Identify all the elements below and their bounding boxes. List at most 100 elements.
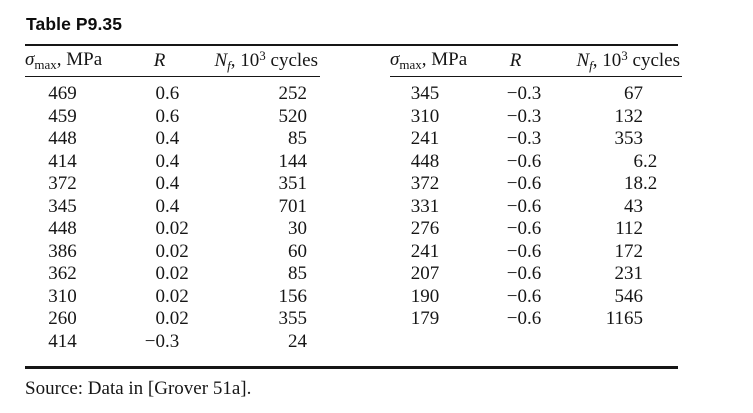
cell-r: −0.6 — [506, 308, 542, 330]
n-exponent: 3 — [259, 48, 266, 63]
cell-sigma-max: 414 — [48, 330, 77, 352]
table-row: 310 −0.3 132 — [390, 106, 682, 129]
table-row: 331 −0.6 43 — [390, 196, 682, 219]
sigma-symbol: σ — [390, 49, 400, 70]
cell-sigma-max: 386 — [48, 240, 77, 262]
cell-sigma-max: 362 — [48, 263, 77, 285]
n-mid: , 10 — [230, 50, 260, 71]
n-subscript: f — [589, 58, 593, 73]
cell-nf: 6.2 — [633, 150, 658, 172]
cell-r: 0.02 — [155, 218, 189, 240]
cell-r: −0.3 — [506, 105, 542, 127]
cell-nf: 132 — [614, 105, 644, 127]
sigma-subscript: max — [34, 57, 57, 72]
cell-sigma-max: 448 — [48, 218, 77, 240]
sigma-unit: , MPa — [56, 49, 103, 70]
cell-sigma-max: 310 — [410, 105, 440, 127]
table-row: 310 0.02 156 — [25, 286, 320, 309]
fatigue-data-table-right: σmax, MPa R Nf, 103 cycles 345 −0.3 67 310 −… — [390, 46, 682, 331]
cell-nf: 231 — [614, 263, 644, 285]
cell-sigma-max: 179 — [410, 308, 440, 330]
fatigue-data-table-left: σmax, MPa R Nf, 103 cycles 469 0.6 252 459 0… — [25, 46, 320, 353]
cell-r: −0.6 — [506, 285, 542, 307]
cell-r: −0.6 — [506, 173, 542, 195]
table-row: 459 0.6 520 — [25, 106, 320, 129]
table-body: 469 0.6 252 459 0.6 520 448 0.4 85 414 0.4 144 372 0.… — [25, 83, 320, 353]
cell-nf: 85 — [288, 263, 307, 285]
cell-sigma-max: 260 — [48, 308, 77, 330]
sigma-subscript: max — [399, 57, 422, 72]
header-r: R — [490, 50, 541, 72]
cell-sigma-max: 331 — [410, 195, 440, 217]
r-symbol: R — [509, 50, 522, 71]
cell-r: 0.6 — [155, 83, 180, 105]
cell-r: 0.4 — [155, 195, 180, 217]
table-row: 448 0.02 30 — [25, 218, 320, 241]
table-row: 207 −0.6 231 — [390, 263, 682, 286]
table-row: 260 0.02 355 — [25, 308, 320, 331]
cell-r: −0.3 — [506, 83, 542, 105]
sigma-unit: , MPa — [421, 49, 468, 70]
table-header-row: σmax, MPa R Nf, 103 cycles — [390, 46, 682, 77]
n-subscript: f — [227, 58, 231, 73]
cell-r: −0.3 — [506, 128, 542, 150]
cell-r: −0.6 — [506, 240, 542, 262]
table-row: 414 0.4 144 — [25, 151, 320, 174]
cell-nf: 112 — [615, 218, 643, 240]
n-symbol: N — [576, 50, 590, 71]
cell-nf: 701 — [278, 195, 308, 217]
table-row: 241 −0.6 172 — [390, 241, 682, 264]
sigma-symbol: σ — [25, 49, 35, 70]
table-row: 414 −0.3 24 — [25, 331, 320, 354]
cell-r: 0.02 — [155, 285, 189, 307]
cell-nf: 520 — [278, 105, 308, 127]
cell-nf: 351 — [278, 173, 308, 195]
cell-sigma-max: 469 — [48, 83, 77, 105]
cell-r: 0.6 — [155, 105, 180, 127]
cell-sigma-max: 207 — [410, 263, 440, 285]
cell-sigma-max: 190 — [410, 285, 440, 307]
cell-sigma-max: 241 — [410, 128, 440, 150]
table-row: 179 −0.6 1165 — [390, 308, 682, 331]
table-header-row: σmax, MPa R Nf, 103 cycles — [25, 46, 320, 77]
cell-nf: 252 — [278, 83, 308, 105]
cell-r: −0.6 — [506, 218, 542, 240]
cell-r: 0.4 — [155, 150, 180, 172]
cell-r: 0.02 — [155, 240, 189, 262]
cell-nf: 355 — [278, 308, 308, 330]
cell-nf: 43 — [624, 195, 643, 217]
table-row: 241 −0.3 353 — [390, 128, 682, 151]
cell-r: 0.4 — [155, 173, 180, 195]
table-title: Table P9.35 — [26, 14, 123, 34]
n-exponent: 3 — [621, 48, 628, 63]
header-nf: Nf, 103 cycles — [541, 48, 682, 74]
cell-nf: 144 — [278, 150, 308, 172]
cell-sigma-max: 414 — [48, 150, 77, 172]
cell-sigma-max: 448 — [410, 150, 440, 172]
cell-sigma-max: 310 — [48, 285, 77, 307]
cell-nf: 1165 — [605, 308, 643, 330]
cell-r: −0.6 — [506, 195, 542, 217]
cell-sigma-max: 276 — [410, 218, 440, 240]
cell-sigma-max: 345 — [410, 83, 440, 105]
table-row: 345 −0.3 67 — [390, 83, 682, 106]
n-unit: cycles — [627, 50, 680, 71]
cell-nf: 353 — [614, 128, 644, 150]
table-row: 448 0.4 85 — [25, 128, 320, 151]
top-rule — [25, 43, 678, 47]
n-symbol: N — [214, 50, 228, 71]
cell-nf: 156 — [278, 285, 308, 307]
cell-nf: 18.2 — [624, 173, 658, 195]
cell-r: −0.3 — [144, 330, 180, 352]
table-row: 276 −0.6 112 — [390, 218, 682, 241]
table-row: 345 0.4 701 — [25, 196, 320, 219]
bottom-rule — [25, 366, 678, 369]
n-mid: , 10 — [592, 50, 622, 71]
cell-r: −0.6 — [506, 150, 542, 172]
table-row: 386 0.02 60 — [25, 241, 320, 264]
table-row: 362 0.02 85 — [25, 263, 320, 286]
table-row: 190 −0.6 546 — [390, 286, 682, 309]
cell-sigma-max: 372 — [48, 173, 77, 195]
table-row: 469 0.6 252 — [25, 83, 320, 106]
